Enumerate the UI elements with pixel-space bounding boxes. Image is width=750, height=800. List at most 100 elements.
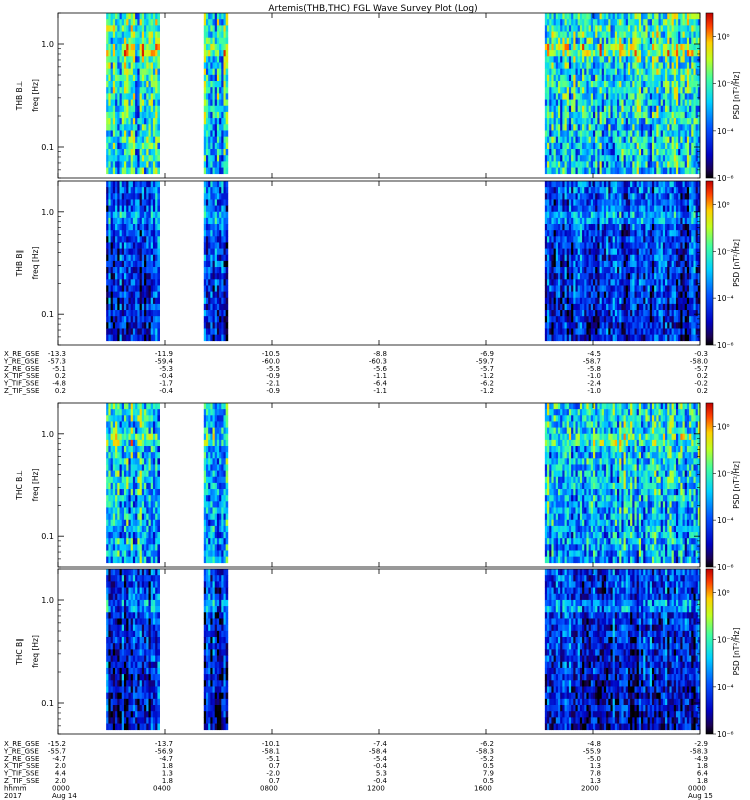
- spectrogram-cell: [123, 205, 127, 213]
- spectrogram-cell: [139, 254, 143, 262]
- spectrogram-cell: [566, 291, 570, 299]
- spectrogram-cell: [566, 224, 570, 231]
- spectrogram-cell: [608, 43, 611, 51]
- spectrogram-cell: [557, 56, 561, 63]
- spectrogram-cell: [597, 43, 600, 51]
- spectrogram-cell: [144, 236, 147, 243]
- spectrogram-cell: [606, 267, 609, 274]
- spectrogram-cell: [141, 224, 145, 231]
- spectrogram-cell: [621, 149, 624, 156]
- spectrogram-cell: [621, 56, 624, 63]
- spectrogram-cell: [144, 316, 147, 323]
- spectrogram-cell: [150, 199, 154, 206]
- spectrogram-cell: [119, 328, 123, 335]
- spectrogram-cell: [108, 142, 111, 150]
- spectrogram-cell: [225, 68, 229, 76]
- spectrogram-cell: [684, 19, 688, 26]
- spectrogram-cell: [108, 205, 111, 213]
- spectrogram-cell: [108, 303, 111, 311]
- spectrogram-cell: [575, 74, 579, 82]
- spectrogram-cell: [137, 260, 140, 268]
- spectrogram-cell: [564, 328, 568, 335]
- spectrogram-cell: [634, 242, 638, 249]
- spectrogram-cell: [210, 81, 213, 88]
- spectrogram-cell: [549, 242, 552, 249]
- spectrogram-cell: [126, 193, 129, 200]
- spectrogram-cell: [608, 31, 611, 39]
- spectrogram-cell: [112, 136, 116, 144]
- spectrogram-cell: [654, 93, 657, 100]
- spectrogram-cell: [223, 25, 227, 32]
- spectrogram-cell: [214, 297, 218, 305]
- spectrogram-cell: [132, 167, 136, 175]
- spectrogram-cell: [155, 322, 158, 329]
- spectrogram-cell: [126, 297, 129, 305]
- spectrogram-cell: [547, 217, 550, 225]
- spectrogram-cell: [575, 217, 579, 225]
- spectrogram-cell: [112, 93, 116, 100]
- spectrogram-cell: [139, 93, 143, 100]
- spectrogram-cell: [669, 93, 672, 100]
- spectrogram-cell: [577, 303, 581, 311]
- spectrogram-cell: [693, 149, 696, 156]
- spectrogram-cell: [564, 297, 568, 305]
- spectrogram-cell: [119, 310, 123, 317]
- spectrogram-cell: [588, 211, 592, 219]
- spectrogram-cell: [612, 62, 616, 69]
- spectrogram-cell: [636, 211, 640, 219]
- spectrogram-cell: [625, 322, 629, 329]
- spectrogram-cell: [621, 81, 624, 88]
- spectrogram-cell: [634, 19, 638, 26]
- spectrogram-cell: [682, 13, 686, 20]
- spectrogram-cell: [150, 303, 154, 311]
- spectrogram-cell: [575, 248, 579, 256]
- spectrogram-cell: [689, 130, 692, 137]
- spectrogram-cell: [638, 193, 642, 200]
- spectrogram-cell: [568, 50, 572, 57]
- spectrogram-cell: [123, 242, 127, 249]
- spectrogram-cell: [110, 273, 114, 280]
- spectrogram-cell: [658, 118, 662, 125]
- spectrogram-cell: [588, 155, 592, 162]
- spectrogram-cell: [568, 267, 572, 274]
- spectrogram-cell: [139, 149, 143, 156]
- spectrogram-cell: [144, 334, 147, 342]
- spectrogram-cell: [647, 193, 651, 200]
- spectrogram-cell: [623, 230, 627, 237]
- spectrogram-cell: [586, 62, 589, 69]
- spectrogram-cell: [582, 242, 585, 249]
- spectrogram-cell: [586, 111, 589, 119]
- spectrogram-cell: [139, 236, 143, 243]
- spectrogram-cell: [636, 13, 640, 20]
- spectrogram-cell: [693, 155, 696, 162]
- spectrogram-cell: [128, 334, 132, 342]
- spectrogram-cell: [599, 248, 603, 256]
- spectrogram-cell: [135, 124, 138, 131]
- spectrogram-cell: [599, 99, 603, 107]
- spectrogram-cell: [132, 236, 136, 243]
- spectrogram-cell: [557, 193, 561, 200]
- spectrogram-cell: [150, 285, 154, 292]
- spectrogram-cell: [205, 167, 209, 175]
- spectrogram-cell: [205, 273, 209, 280]
- spectrogram-cell: [634, 56, 638, 63]
- spectrogram-cell: [557, 124, 561, 131]
- spectrogram-cell: [617, 87, 620, 94]
- spectrogram-cell: [544, 68, 548, 76]
- spectrogram-cell: [593, 310, 596, 317]
- spectrogram-cell: [579, 124, 583, 131]
- spectrogram-cell: [695, 43, 699, 51]
- spectrogram-cell: [665, 161, 668, 168]
- spectrogram-cell: [612, 303, 616, 311]
- spectrogram-cell: [130, 161, 134, 168]
- spectrogram-cell: [603, 155, 607, 162]
- spectrogram-cell: [208, 111, 211, 119]
- spectrogram-cell: [636, 31, 640, 39]
- spectrogram-cell: [575, 273, 579, 280]
- spectrogram-cell: [595, 181, 598, 188]
- spectrogram-cell: [568, 62, 572, 69]
- spectrogram-cell: [155, 13, 158, 20]
- spectrogram-cell: [205, 279, 209, 286]
- spectrogram-cell: [132, 224, 136, 231]
- spectrogram-cell: [212, 62, 216, 69]
